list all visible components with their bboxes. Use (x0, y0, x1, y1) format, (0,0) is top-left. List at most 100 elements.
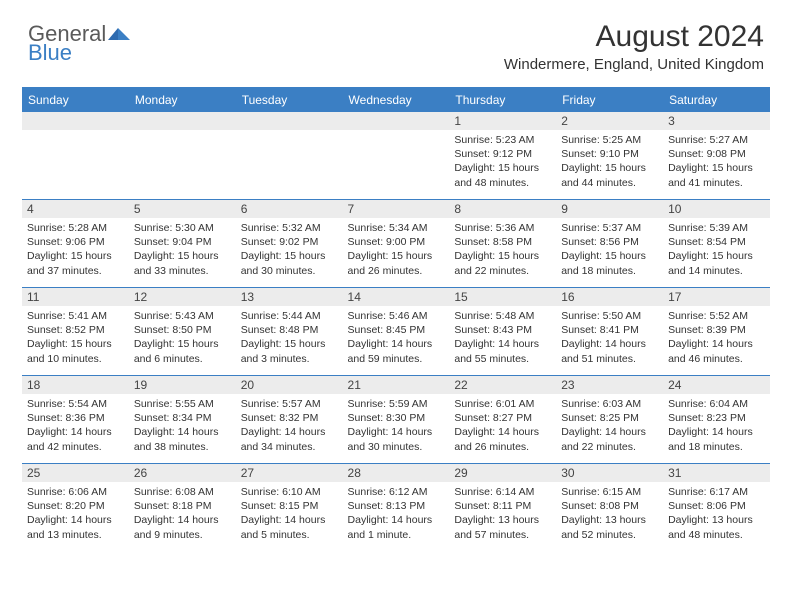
calendar-cell: 29Sunrise: 6:14 AMSunset: 8:11 PMDayligh… (449, 464, 556, 552)
day-content: Sunrise: 5:34 AMSunset: 9:00 PMDaylight:… (343, 218, 450, 283)
day-content: Sunrise: 6:12 AMSunset: 8:13 PMDaylight:… (343, 482, 450, 547)
day-number: 29 (449, 464, 556, 482)
day-number: 5 (129, 200, 236, 218)
day-content: Sunrise: 5:28 AMSunset: 9:06 PMDaylight:… (22, 218, 129, 283)
day-number: 11 (22, 288, 129, 306)
calendar: SundayMondayTuesdayWednesdayThursdayFrid… (22, 87, 770, 552)
day-content: Sunrise: 5:48 AMSunset: 8:43 PMDaylight:… (449, 306, 556, 371)
day-content: Sunrise: 5:23 AMSunset: 9:12 PMDaylight:… (449, 130, 556, 195)
header: GeneralBlue August 2024 Windermere, Engl… (0, 0, 792, 79)
day-number: 17 (663, 288, 770, 306)
day-content: Sunrise: 5:27 AMSunset: 9:08 PMDaylight:… (663, 130, 770, 195)
day-number: 2 (556, 112, 663, 130)
day-number: 16 (556, 288, 663, 306)
logo-text-blue: Blue (28, 43, 130, 64)
calendar-cell: 18Sunrise: 5:54 AMSunset: 8:36 PMDayligh… (22, 376, 129, 464)
day-content: Sunrise: 5:44 AMSunset: 8:48 PMDaylight:… (236, 306, 343, 371)
logo-icon (108, 26, 130, 45)
calendar-cell: 4Sunrise: 5:28 AMSunset: 9:06 PMDaylight… (22, 200, 129, 288)
empty-day (236, 112, 343, 130)
day-content: Sunrise: 5:32 AMSunset: 9:02 PMDaylight:… (236, 218, 343, 283)
day-number: 4 (22, 200, 129, 218)
day-number: 30 (556, 464, 663, 482)
calendar-row: 1Sunrise: 5:23 AMSunset: 9:12 PMDaylight… (22, 112, 770, 200)
day-content: Sunrise: 5:57 AMSunset: 8:32 PMDaylight:… (236, 394, 343, 459)
calendar-cell (343, 112, 450, 200)
day-number: 13 (236, 288, 343, 306)
calendar-cell: 16Sunrise: 5:50 AMSunset: 8:41 PMDayligh… (556, 288, 663, 376)
day-number: 28 (343, 464, 450, 482)
calendar-cell: 14Sunrise: 5:46 AMSunset: 8:45 PMDayligh… (343, 288, 450, 376)
weekday-header: Saturday (663, 89, 770, 112)
calendar-cell: 7Sunrise: 5:34 AMSunset: 9:00 PMDaylight… (343, 200, 450, 288)
day-number: 31 (663, 464, 770, 482)
day-number: 23 (556, 376, 663, 394)
weekday-row: SundayMondayTuesdayWednesdayThursdayFrid… (22, 89, 770, 112)
calendar-row: 18Sunrise: 5:54 AMSunset: 8:36 PMDayligh… (22, 376, 770, 464)
day-content: Sunrise: 5:52 AMSunset: 8:39 PMDaylight:… (663, 306, 770, 371)
calendar-cell: 21Sunrise: 5:59 AMSunset: 8:30 PMDayligh… (343, 376, 450, 464)
empty-day (129, 112, 236, 130)
calendar-cell: 25Sunrise: 6:06 AMSunset: 8:20 PMDayligh… (22, 464, 129, 552)
calendar-cell: 9Sunrise: 5:37 AMSunset: 8:56 PMDaylight… (556, 200, 663, 288)
day-content: Sunrise: 6:10 AMSunset: 8:15 PMDaylight:… (236, 482, 343, 547)
day-content: Sunrise: 6:15 AMSunset: 8:08 PMDaylight:… (556, 482, 663, 547)
day-number: 19 (129, 376, 236, 394)
calendar-cell: 20Sunrise: 5:57 AMSunset: 8:32 PMDayligh… (236, 376, 343, 464)
calendar-cell: 23Sunrise: 6:03 AMSunset: 8:25 PMDayligh… (556, 376, 663, 464)
calendar-cell: 30Sunrise: 6:15 AMSunset: 8:08 PMDayligh… (556, 464, 663, 552)
calendar-cell: 12Sunrise: 5:43 AMSunset: 8:50 PMDayligh… (129, 288, 236, 376)
day-number: 3 (663, 112, 770, 130)
weekday-header: Tuesday (236, 89, 343, 112)
day-number: 26 (129, 464, 236, 482)
calendar-cell: 17Sunrise: 5:52 AMSunset: 8:39 PMDayligh… (663, 288, 770, 376)
day-content: Sunrise: 5:36 AMSunset: 8:58 PMDaylight:… (449, 218, 556, 283)
day-number: 7 (343, 200, 450, 218)
calendar-cell: 19Sunrise: 5:55 AMSunset: 8:34 PMDayligh… (129, 376, 236, 464)
day-content: Sunrise: 6:17 AMSunset: 8:06 PMDaylight:… (663, 482, 770, 547)
day-number: 20 (236, 376, 343, 394)
day-number: 1 (449, 112, 556, 130)
day-number: 8 (449, 200, 556, 218)
day-content: Sunrise: 6:06 AMSunset: 8:20 PMDaylight:… (22, 482, 129, 547)
day-content: Sunrise: 6:03 AMSunset: 8:25 PMDaylight:… (556, 394, 663, 459)
calendar-cell: 27Sunrise: 6:10 AMSunset: 8:15 PMDayligh… (236, 464, 343, 552)
calendar-table: SundayMondayTuesdayWednesdayThursdayFrid… (22, 89, 770, 552)
day-content: Sunrise: 6:01 AMSunset: 8:27 PMDaylight:… (449, 394, 556, 459)
day-number: 10 (663, 200, 770, 218)
day-content: Sunrise: 5:37 AMSunset: 8:56 PMDaylight:… (556, 218, 663, 283)
day-content: Sunrise: 6:04 AMSunset: 8:23 PMDaylight:… (663, 394, 770, 459)
calendar-cell: 24Sunrise: 6:04 AMSunset: 8:23 PMDayligh… (663, 376, 770, 464)
day-number: 6 (236, 200, 343, 218)
calendar-cell (236, 112, 343, 200)
calendar-cell: 28Sunrise: 6:12 AMSunset: 8:13 PMDayligh… (343, 464, 450, 552)
calendar-cell: 6Sunrise: 5:32 AMSunset: 9:02 PMDaylight… (236, 200, 343, 288)
day-number: 12 (129, 288, 236, 306)
day-content: Sunrise: 5:55 AMSunset: 8:34 PMDaylight:… (129, 394, 236, 459)
calendar-cell: 3Sunrise: 5:27 AMSunset: 9:08 PMDaylight… (663, 112, 770, 200)
day-number: 14 (343, 288, 450, 306)
day-content: Sunrise: 6:08 AMSunset: 8:18 PMDaylight:… (129, 482, 236, 547)
calendar-cell: 10Sunrise: 5:39 AMSunset: 8:54 PMDayligh… (663, 200, 770, 288)
calendar-row: 4Sunrise: 5:28 AMSunset: 9:06 PMDaylight… (22, 200, 770, 288)
day-number: 9 (556, 200, 663, 218)
day-content: Sunrise: 5:59 AMSunset: 8:30 PMDaylight:… (343, 394, 450, 459)
logo: GeneralBlue (28, 24, 130, 64)
weekday-header: Sunday (22, 89, 129, 112)
calendar-cell: 13Sunrise: 5:44 AMSunset: 8:48 PMDayligh… (236, 288, 343, 376)
day-number: 25 (22, 464, 129, 482)
calendar-cell: 1Sunrise: 5:23 AMSunset: 9:12 PMDaylight… (449, 112, 556, 200)
day-content: Sunrise: 5:41 AMSunset: 8:52 PMDaylight:… (22, 306, 129, 371)
empty-day (343, 112, 450, 130)
weekday-header: Thursday (449, 89, 556, 112)
title-block: August 2024 Windermere, England, United … (504, 20, 764, 73)
day-content: Sunrise: 6:14 AMSunset: 8:11 PMDaylight:… (449, 482, 556, 547)
day-content: Sunrise: 5:50 AMSunset: 8:41 PMDaylight:… (556, 306, 663, 371)
day-number: 27 (236, 464, 343, 482)
calendar-cell: 2Sunrise: 5:25 AMSunset: 9:10 PMDaylight… (556, 112, 663, 200)
location: Windermere, England, United Kingdom (504, 56, 764, 73)
day-number: 24 (663, 376, 770, 394)
weekday-header: Friday (556, 89, 663, 112)
day-content: Sunrise: 5:43 AMSunset: 8:50 PMDaylight:… (129, 306, 236, 371)
day-content: Sunrise: 5:54 AMSunset: 8:36 PMDaylight:… (22, 394, 129, 459)
